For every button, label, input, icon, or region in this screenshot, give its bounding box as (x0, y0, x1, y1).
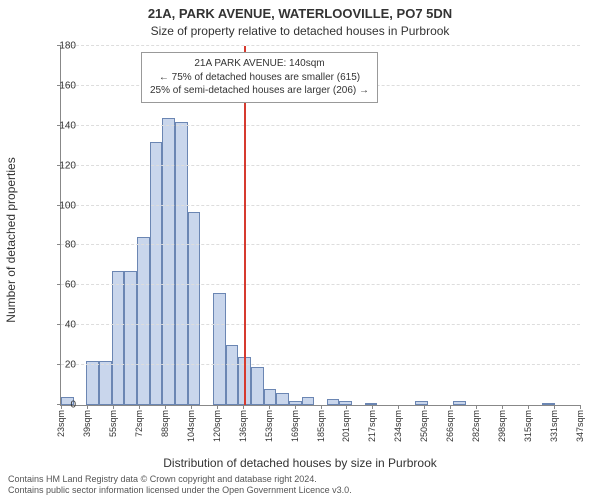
histogram-bar (86, 361, 99, 405)
xtick-label: 201sqm (341, 410, 351, 442)
gridline (61, 45, 580, 46)
ytick-label: 160 (46, 80, 76, 91)
xtick-mark (321, 405, 322, 409)
xtick-mark (139, 405, 140, 409)
histogram-bar (453, 401, 466, 405)
xtick-label: 282sqm (471, 410, 481, 442)
histogram-bar (415, 401, 428, 405)
histogram-bar (124, 271, 137, 405)
histogram-bar (188, 212, 201, 405)
y-axis-label: Number of detached properties (4, 75, 18, 240)
xtick-label: 104sqm (186, 410, 196, 442)
histogram-bar (327, 399, 340, 405)
chart-subtitle: Size of property relative to detached ho… (0, 24, 600, 38)
xtick-label: 153sqm (264, 410, 274, 442)
gridline (61, 284, 580, 285)
xtick-label: 23sqm (56, 410, 66, 437)
histogram-bar (251, 367, 264, 405)
gridline (61, 165, 580, 166)
xtick-label: 331sqm (549, 410, 559, 442)
xtick-mark (217, 405, 218, 409)
xtick-label: 347sqm (575, 410, 585, 442)
xtick-mark (450, 405, 451, 409)
xtick-label: 136sqm (238, 410, 248, 442)
ytick-label: 180 (46, 41, 76, 52)
ytick-label: 80 (46, 240, 76, 251)
footer-attribution: Contains HM Land Registry data © Crown c… (8, 474, 592, 496)
xtick-label: 55sqm (108, 410, 118, 437)
chart-container: { "chart": { "type": "histogram", "title… (0, 0, 600, 500)
ytick-label: 140 (46, 120, 76, 131)
annotation-line3: 25% of semi-detached houses are larger (… (150, 84, 369, 98)
xtick-mark (191, 405, 192, 409)
xtick-label: 39sqm (82, 410, 92, 437)
xtick-mark (243, 405, 244, 409)
gridline (61, 324, 580, 325)
xtick-mark (372, 405, 373, 409)
xtick-label: 234sqm (393, 410, 403, 442)
histogram-bar (112, 271, 125, 405)
xtick-mark (346, 405, 347, 409)
xtick-label: 169sqm (290, 410, 300, 442)
histogram-bar (542, 403, 555, 405)
histogram-bar (150, 142, 163, 405)
xtick-mark (476, 405, 477, 409)
xtick-mark (113, 405, 114, 409)
xtick-label: 266sqm (445, 410, 455, 442)
xtick-label: 185sqm (316, 410, 326, 442)
gridline (61, 244, 580, 245)
xtick-mark (269, 405, 270, 409)
xtick-label: 315sqm (523, 410, 533, 442)
x-axis-label: Distribution of detached houses by size … (0, 456, 600, 470)
histogram-bar (137, 237, 150, 405)
histogram-bar (276, 393, 289, 405)
annotation-line2: ← 75% of detached houses are smaller (61… (150, 71, 369, 85)
ytick-label: 120 (46, 160, 76, 171)
xtick-mark (580, 405, 581, 409)
xtick-mark (554, 405, 555, 409)
xtick-label: 88sqm (160, 410, 170, 437)
ytick-label: 100 (46, 200, 76, 211)
footer-line2: Contains public sector information licen… (8, 485, 592, 496)
xtick-mark (295, 405, 296, 409)
xtick-mark (398, 405, 399, 409)
xtick-label: 298sqm (497, 410, 507, 442)
xtick-mark (424, 405, 425, 409)
histogram-bar (162, 118, 175, 405)
ytick-label: 40 (46, 320, 76, 331)
histogram-bar (99, 361, 112, 405)
histogram-bar (213, 293, 226, 405)
histogram-bar (302, 397, 315, 405)
gridline (61, 205, 580, 206)
annotation-box: 21A PARK AVENUE: 140sqm ← 75% of detache… (141, 52, 378, 103)
histogram-bar (226, 345, 239, 405)
xtick-mark (528, 405, 529, 409)
xtick-mark (502, 405, 503, 409)
ytick-label: 0 (46, 400, 76, 411)
gridline (61, 125, 580, 126)
footer-line1: Contains HM Land Registry data © Crown c… (8, 474, 592, 485)
chart-title: 21A, PARK AVENUE, WATERLOOVILLE, PO7 5DN (0, 6, 600, 21)
xtick-label: 120sqm (212, 410, 222, 442)
xtick-label: 217sqm (367, 410, 377, 442)
histogram-bar (365, 403, 378, 405)
xtick-label: 250sqm (419, 410, 429, 442)
gridline (61, 364, 580, 365)
xtick-label: 72sqm (134, 410, 144, 437)
annotation-line1: 21A PARK AVENUE: 140sqm (150, 57, 369, 71)
ytick-label: 20 (46, 360, 76, 371)
ytick-label: 60 (46, 280, 76, 291)
plot-area: 23sqm39sqm55sqm72sqm88sqm104sqm120sqm136… (60, 46, 580, 406)
histogram-bar (264, 389, 277, 405)
xtick-mark (87, 405, 88, 409)
xtick-mark (165, 405, 166, 409)
